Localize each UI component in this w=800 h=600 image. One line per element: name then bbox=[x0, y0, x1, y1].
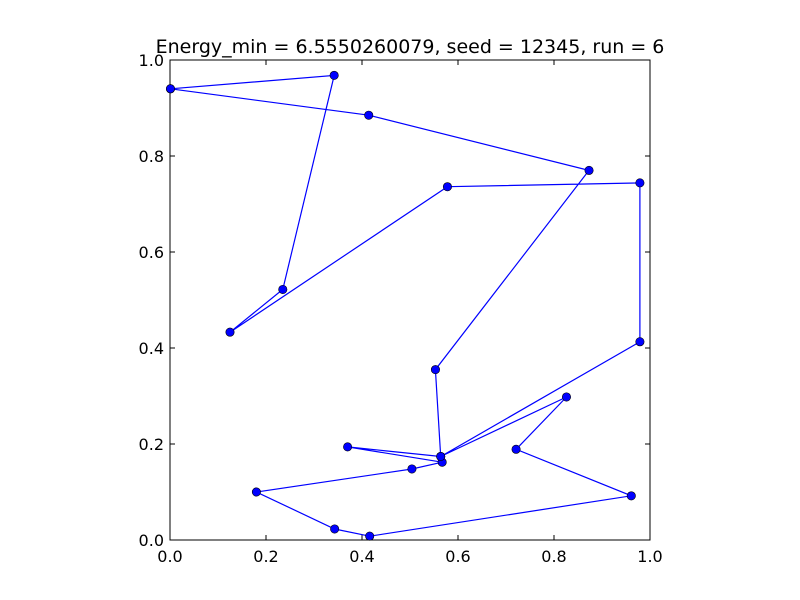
y-tick-label: 0.8 bbox=[139, 147, 164, 166]
axes-frame bbox=[169, 59, 651, 541]
series-line bbox=[170, 74, 641, 537]
data-point bbox=[442, 182, 452, 192]
data-point bbox=[278, 284, 288, 294]
data-point bbox=[364, 110, 374, 120]
axis-tick-labels: 0.0 0.2 0.4 0.6 0.8 1.0 0.0 0.2 0.4 0.6 0.8 1.0 bbox=[139, 51, 663, 566]
x-tick-label: 0.8 bbox=[541, 547, 566, 566]
y-tick-label: 0.4 bbox=[139, 339, 164, 358]
axis-ticks bbox=[169, 59, 651, 541]
chart-title: Energy_min = 6.5550260079, seed = 12345,… bbox=[156, 36, 665, 58]
x-tick-label: 0.4 bbox=[349, 547, 374, 566]
data-point bbox=[329, 70, 339, 80]
data-point bbox=[407, 464, 417, 474]
y-tick-label: 1.0 bbox=[139, 51, 164, 70]
x-tick-label: 0.2 bbox=[253, 547, 278, 566]
data-point bbox=[436, 451, 446, 461]
data-point bbox=[561, 392, 571, 402]
data-point bbox=[635, 178, 645, 188]
y-tick-label: 0.6 bbox=[139, 243, 164, 262]
data-point bbox=[251, 487, 261, 497]
x-tick-label: 1.0 bbox=[637, 547, 662, 566]
data-point bbox=[343, 442, 353, 452]
data-point bbox=[584, 165, 594, 175]
data-point bbox=[635, 337, 645, 347]
series-markers bbox=[165, 70, 645, 541]
data-point bbox=[626, 491, 636, 501]
y-tick-label: 0.2 bbox=[139, 435, 164, 454]
data-point bbox=[165, 84, 175, 94]
data-point bbox=[511, 444, 521, 454]
data-point bbox=[330, 524, 340, 534]
x-tick-label: 0.6 bbox=[445, 547, 470, 566]
x-tick-label: 0.0 bbox=[157, 547, 182, 566]
data-point bbox=[430, 365, 440, 375]
data-point bbox=[365, 531, 375, 541]
data-point bbox=[225, 327, 235, 337]
y-tick-label: 0.0 bbox=[139, 531, 164, 550]
